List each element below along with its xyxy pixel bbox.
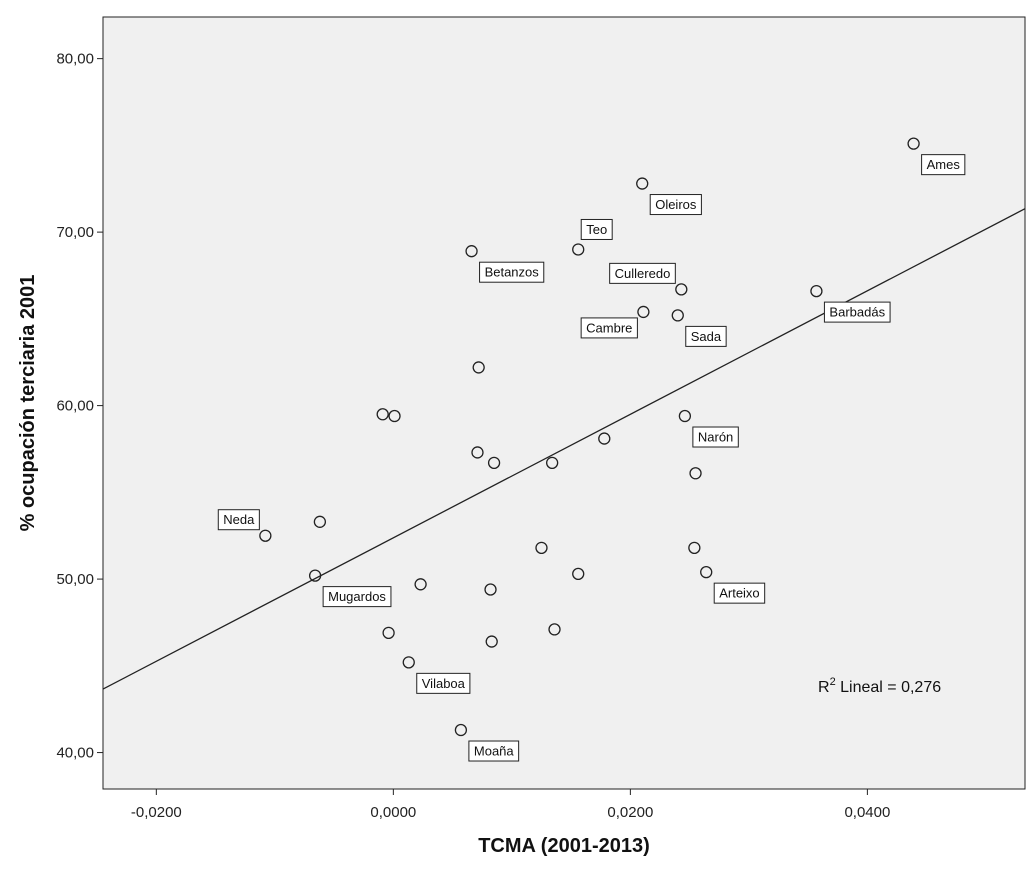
point-label-box	[609, 262, 676, 284]
point-label-text: Teo	[586, 222, 607, 237]
y-axis-title: % ocupación terciaria 2001	[17, 275, 39, 532]
plot-area	[102, 16, 1026, 790]
r2-annotation: R2 Lineal = 0,276	[818, 676, 941, 696]
point-label: Vilaboa	[416, 672, 471, 694]
r2-value: Lineal = 0,276	[836, 679, 942, 696]
scatter-point	[572, 567, 585, 581]
scatter-point	[637, 305, 650, 319]
point-label: Mugardos	[322, 586, 392, 608]
x-axis-title: TCMA (2001-2013)	[478, 835, 650, 857]
y-tick-label: 60,00	[56, 398, 94, 415]
point-label-text: Arteixo	[719, 586, 759, 601]
r2-symbol: R	[818, 679, 830, 696]
point-label: Oleiros	[649, 194, 702, 216]
scatter-point	[388, 409, 401, 423]
scatter-point	[382, 626, 395, 640]
scatter-point	[484, 583, 497, 596]
linear-fit-line	[102, 208, 1026, 690]
point-label-text: Culleredo	[615, 266, 671, 281]
scatter-point	[636, 177, 649, 190]
point-label: Arteixo	[713, 582, 766, 604]
scatter-point	[472, 361, 485, 374]
point-label-box	[580, 317, 638, 339]
y-tick-label: 80,00	[56, 51, 94, 68]
point-label: Neda	[217, 509, 260, 531]
scatter-point	[678, 409, 692, 423]
point-label: Teo	[580, 218, 613, 240]
scatter-point	[313, 515, 327, 528]
point-label-box	[685, 325, 727, 347]
point-label: Sada	[685, 325, 727, 347]
scatter-point	[259, 529, 272, 542]
scatter-point	[689, 467, 702, 480]
point-label: Ames	[921, 154, 966, 176]
y-tick-label: 50,00	[56, 571, 94, 588]
x-tick-label: 0,0200	[607, 804, 653, 821]
scatter-point	[454, 723, 468, 737]
r2-superscript: 2	[830, 676, 836, 688]
x-tick-label: -0,0200	[131, 804, 182, 821]
point-label-text: Ames	[927, 157, 961, 172]
scatter-point	[465, 245, 478, 258]
point-label-text: Sada	[691, 329, 722, 344]
y-tick-label: 40,00	[56, 745, 94, 762]
point-label-text: Vilaboa	[422, 676, 466, 691]
point-label-box	[416, 672, 471, 694]
point-label-box	[649, 194, 702, 216]
scatter-point	[810, 284, 823, 298]
scatter-point	[700, 565, 713, 579]
point-label-text: Oleiros	[655, 197, 697, 212]
point-label-box	[921, 154, 966, 176]
point-label-text: Betanzos	[485, 265, 540, 280]
point-label-box	[322, 586, 392, 608]
scatter-point	[545, 456, 559, 470]
scatter-point	[535, 541, 548, 555]
scatter-point	[471, 446, 484, 459]
point-label-box	[692, 426, 739, 448]
point-label-text: Cambre	[586, 320, 632, 335]
point-label-text: Barbadás	[829, 305, 885, 320]
point-label-text: Mugardos	[328, 589, 386, 604]
point-label: Cambre	[580, 317, 638, 339]
point-label-text: Narón	[698, 430, 733, 445]
point-label: Betanzos	[479, 261, 545, 283]
point-label-box	[580, 218, 613, 240]
scatter-point	[675, 283, 688, 296]
scatter-point	[548, 623, 561, 636]
point-label-box	[479, 261, 545, 283]
point-label-box	[823, 301, 891, 323]
scatter-point	[487, 456, 501, 470]
x-tick-label: 0,0400	[844, 804, 890, 821]
point-label-box	[713, 582, 766, 604]
point-label: Narón	[692, 426, 739, 448]
point-label: Culleredo	[609, 262, 676, 284]
scatter-point	[688, 541, 701, 555]
scatter-point	[308, 569, 322, 582]
scatter-point	[485, 635, 498, 648]
scatter-point	[414, 578, 427, 591]
point-label-box	[217, 509, 260, 531]
point-label: Moaña	[468, 740, 520, 762]
point-label-text: Neda	[223, 512, 255, 527]
y-tick-label: 70,00	[56, 224, 94, 241]
scatter-point	[572, 243, 585, 256]
point-label-text: Moaña	[474, 744, 515, 759]
scatter-point	[671, 309, 684, 322]
x-tick-label: 0,0000	[370, 804, 416, 821]
point-label-box	[468, 740, 520, 762]
scatter-point	[907, 137, 920, 150]
point-label: Barbadás	[823, 301, 891, 323]
scatter-point	[376, 408, 389, 421]
scatter-point	[402, 656, 415, 669]
scatter-point	[598, 432, 611, 445]
